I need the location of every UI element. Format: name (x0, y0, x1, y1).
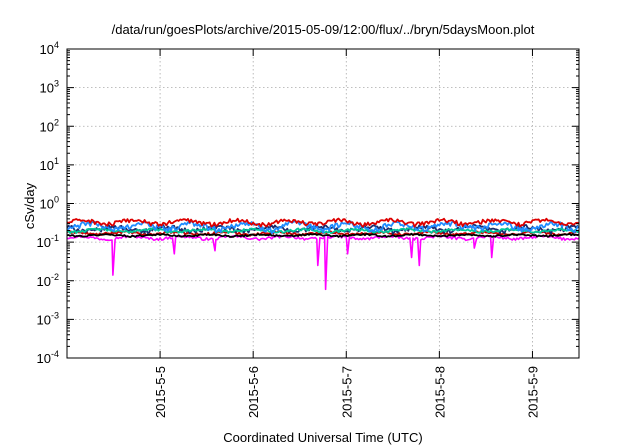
x-tick-label: 2015-5-9 (525, 366, 540, 418)
y-tick-label: 10-3 (37, 310, 59, 327)
y-tick-label: 102 (40, 117, 59, 134)
series-line (66, 224, 580, 235)
y-tick-label: 10-2 (37, 272, 59, 289)
x-axis-label: Coordinated Universal Time (UTC) (223, 430, 422, 445)
x-tick-label: 2015-5-7 (339, 366, 354, 418)
series-line (66, 217, 580, 228)
x-tick-label: 2015-5-8 (432, 366, 447, 418)
series-line (66, 232, 580, 238)
series-layer (66, 217, 580, 291)
y-axis-label: cSv/day (22, 182, 37, 229)
y-tick-label: 103 (40, 79, 59, 96)
y-tick-label: 104 (40, 40, 59, 57)
chart-title: /data/run/goesPlots/archive/2015-05-09/1… (112, 22, 535, 37)
x-tick-label: 2015-5-5 (153, 366, 168, 418)
y-tick-label: 10-4 (37, 349, 59, 366)
y-tick-labels: 10-4 10-3 10-2 10-1 100 101 102 103 104 (37, 40, 59, 366)
y-tick-label: 10-1 (37, 233, 59, 250)
ticks (67, 48, 579, 359)
x-tick-labels: 2015-5-5 2015-5-6 2015-5-7 2015-5-8 2015-5-9 (153, 366, 540, 418)
y-tick-label: 101 (40, 156, 59, 173)
y-tick-label: 100 (40, 195, 59, 212)
series-line (66, 234, 580, 291)
grid (67, 49, 579, 358)
x-tick-label: 2015-5-6 (246, 366, 261, 418)
